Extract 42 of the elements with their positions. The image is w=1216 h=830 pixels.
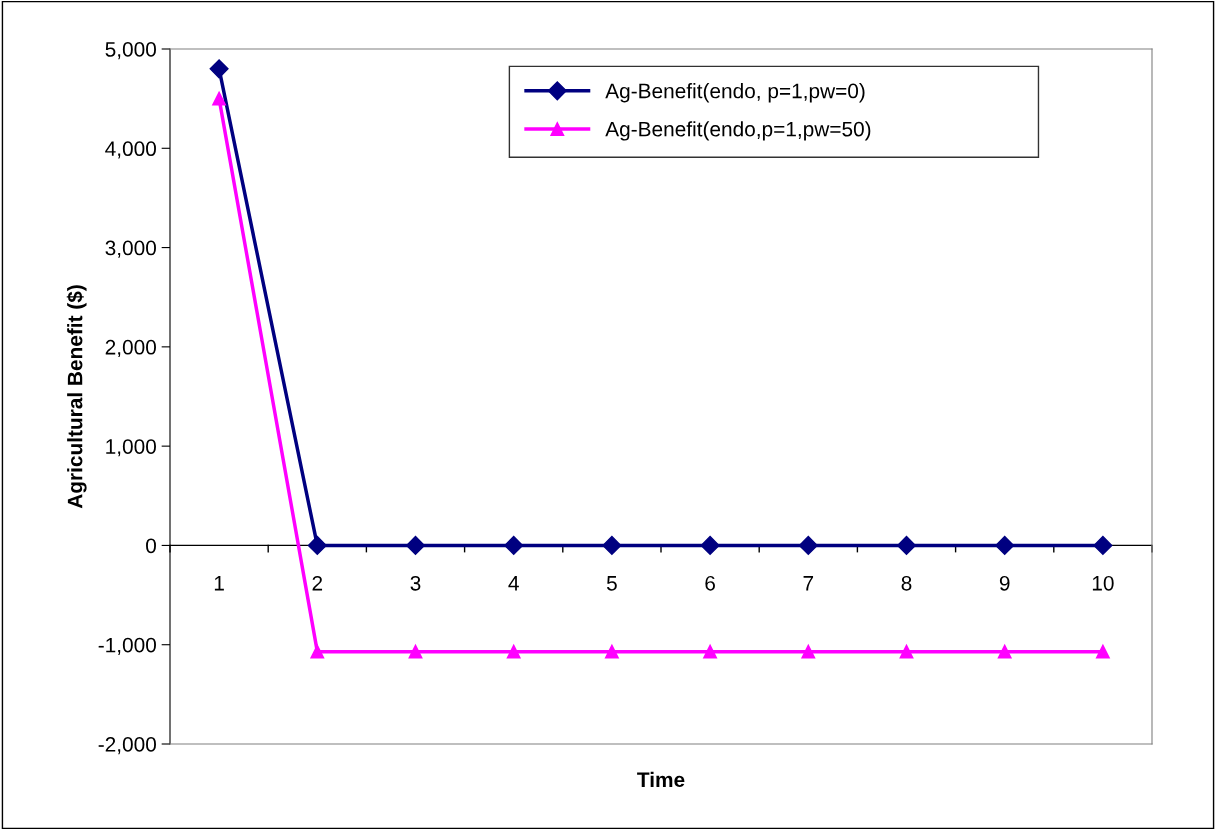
x-tick-label: 3	[410, 575, 421, 591]
x-tick-label: 9	[999, 575, 1010, 591]
point	[408, 644, 423, 659]
point	[602, 535, 622, 555]
point	[1095, 644, 1110, 659]
point	[506, 644, 521, 659]
point	[899, 644, 914, 659]
point	[405, 535, 426, 555]
point	[504, 535, 524, 555]
x-tick-label: 8	[901, 575, 912, 591]
point	[700, 535, 720, 555]
point	[995, 535, 1015, 555]
point	[997, 644, 1012, 659]
x-axis-title: Time	[637, 771, 685, 788]
x-tick-label: 2	[312, 575, 323, 591]
legend-label: Ag-Benefit(endo, p=1,pw=0)	[605, 83, 865, 103]
point	[1093, 535, 1113, 555]
y-tick-label: -1,000	[98, 637, 156, 655]
x-tick-label: 6	[705, 575, 715, 591]
y-tick-label: -2,000	[98, 737, 156, 755]
point	[703, 644, 718, 659]
y-tick-label: 5,000	[105, 42, 156, 60]
y-tick-label: 0	[146, 538, 156, 554]
x-tick-label: 1	[214, 576, 224, 591]
y-tick-label: 2,000	[105, 339, 156, 358]
x-tick-label: 7	[803, 576, 814, 591]
point	[209, 59, 229, 79]
point	[798, 535, 818, 555]
x-tick-label: 10	[1092, 575, 1114, 591]
point	[801, 644, 816, 659]
y-tick-label: 1,000	[106, 439, 156, 457]
point	[604, 644, 619, 659]
y-tick-label: 3,000	[105, 240, 156, 258]
x-tick-label: 5	[606, 576, 617, 591]
point	[310, 644, 325, 659]
point	[896, 535, 917, 555]
y-axis-title: Agricultural Benefit ($)	[66, 285, 87, 509]
legend-label: Ag-Benefit(endo,p=1,pw=50)	[605, 121, 871, 141]
x-tick-label: 4	[508, 576, 519, 591]
y-tick-label: 4,000	[105, 141, 156, 159]
point	[307, 535, 327, 555]
point	[212, 91, 227, 106]
